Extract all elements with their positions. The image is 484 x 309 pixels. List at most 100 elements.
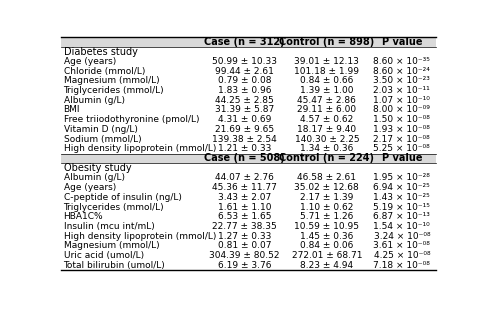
Bar bbox=[60, 115, 436, 125]
Bar bbox=[60, 144, 436, 154]
Text: Chloride (mmol/L): Chloride (mmol/L) bbox=[63, 66, 145, 76]
Text: 6.94 × 10⁻²⁵: 6.94 × 10⁻²⁵ bbox=[374, 183, 430, 192]
Text: Sodium (mmol/L): Sodium (mmol/L) bbox=[63, 134, 141, 144]
Text: Albumin (g/L): Albumin (g/L) bbox=[63, 173, 124, 182]
Text: 272.01 ± 68.71: 272.01 ± 68.71 bbox=[291, 251, 362, 260]
Text: 44.25 ± 2.85: 44.25 ± 2.85 bbox=[215, 96, 273, 105]
Text: 1.83 ± 0.96: 1.83 ± 0.96 bbox=[217, 86, 271, 95]
Bar bbox=[60, 251, 436, 260]
Text: 1.34 ± 0.36: 1.34 ± 0.36 bbox=[300, 144, 353, 153]
Text: 44.07 ± 2.76: 44.07 ± 2.76 bbox=[215, 173, 274, 182]
Text: 8.00 × 10⁻⁰⁹: 8.00 × 10⁻⁰⁹ bbox=[373, 105, 430, 114]
Bar bbox=[60, 125, 436, 134]
Text: Albumin (g/L): Albumin (g/L) bbox=[63, 96, 124, 105]
Text: 0.84 ± 0.06: 0.84 ± 0.06 bbox=[300, 241, 353, 250]
Text: 101.18 ± 1.99: 101.18 ± 1.99 bbox=[294, 66, 359, 76]
Bar bbox=[60, 66, 436, 76]
Text: Age (years): Age (years) bbox=[63, 57, 116, 66]
Text: 0.79 ± 0.08: 0.79 ± 0.08 bbox=[217, 76, 271, 85]
Text: 4.25 × 10⁻⁰⁸: 4.25 × 10⁻⁰⁸ bbox=[374, 251, 430, 260]
Bar bbox=[60, 76, 436, 86]
Text: 39.01 ± 12.13: 39.01 ± 12.13 bbox=[294, 57, 359, 66]
Bar bbox=[60, 212, 436, 222]
Text: 6.87 × 10⁻¹³: 6.87 × 10⁻¹³ bbox=[373, 212, 430, 221]
Text: 1.45 ± 0.36: 1.45 ± 0.36 bbox=[300, 232, 353, 241]
Text: Diabetes study: Diabetes study bbox=[63, 47, 137, 57]
Text: P value: P value bbox=[381, 37, 422, 47]
Text: Total bilirubin (umol/L): Total bilirubin (umol/L) bbox=[63, 261, 165, 270]
Bar bbox=[60, 183, 436, 193]
Bar bbox=[60, 193, 436, 202]
Text: Free triiodothyronine (pmol/L): Free triiodothyronine (pmol/L) bbox=[63, 115, 199, 124]
Text: Control (n = 224): Control (n = 224) bbox=[279, 154, 374, 163]
Bar bbox=[60, 163, 436, 173]
Text: Insulin (mcu int/mL): Insulin (mcu int/mL) bbox=[63, 222, 154, 231]
Text: 46.58 ± 2.61: 46.58 ± 2.61 bbox=[297, 173, 356, 182]
Text: 4.31 ± 0.69: 4.31 ± 0.69 bbox=[218, 115, 271, 124]
Text: Magnesium (mmol/L): Magnesium (mmol/L) bbox=[63, 241, 159, 250]
Text: 1.54 × 10⁻¹⁰: 1.54 × 10⁻¹⁰ bbox=[374, 222, 430, 231]
Text: 1.10 ± 0.62: 1.10 ± 0.62 bbox=[300, 202, 353, 212]
Text: 7.18 × 10⁻⁰⁸: 7.18 × 10⁻⁰⁸ bbox=[373, 261, 430, 270]
Text: 45.36 ± 11.77: 45.36 ± 11.77 bbox=[212, 183, 277, 192]
Text: 140.30 ± 2.25: 140.30 ± 2.25 bbox=[294, 134, 359, 144]
Bar bbox=[60, 241, 436, 251]
Text: 0.81 ± 0.07: 0.81 ± 0.07 bbox=[217, 241, 271, 250]
Bar bbox=[60, 105, 436, 115]
Text: 21.69 ± 9.65: 21.69 ± 9.65 bbox=[215, 125, 274, 134]
Text: High density lipoprotein (mmol/L): High density lipoprotein (mmol/L) bbox=[63, 144, 216, 153]
Text: 3.61 × 10⁻⁰⁸: 3.61 × 10⁻⁰⁸ bbox=[373, 241, 430, 250]
Text: 139.38 ± 2.54: 139.38 ± 2.54 bbox=[212, 134, 277, 144]
Text: 22.77 ± 38.35: 22.77 ± 38.35 bbox=[212, 222, 277, 231]
Text: 1.39 ± 1.00: 1.39 ± 1.00 bbox=[300, 86, 354, 95]
Text: 1.27 ± 0.33: 1.27 ± 0.33 bbox=[218, 232, 271, 241]
Text: 4.57 ± 0.62: 4.57 ± 0.62 bbox=[300, 115, 353, 124]
Text: 50.99 ± 10.33: 50.99 ± 10.33 bbox=[212, 57, 277, 66]
Text: 35.02 ± 12.68: 35.02 ± 12.68 bbox=[294, 183, 359, 192]
Text: 1.95 × 10⁻²⁸: 1.95 × 10⁻²⁸ bbox=[373, 173, 430, 182]
Text: 8.23 ± 4.94: 8.23 ± 4.94 bbox=[300, 261, 353, 270]
Text: HBA1C%: HBA1C% bbox=[63, 212, 103, 221]
Text: 10.59 ± 10.95: 10.59 ± 10.95 bbox=[294, 222, 359, 231]
Bar bbox=[60, 86, 436, 95]
Text: 2.03 × 10⁻¹¹: 2.03 × 10⁻¹¹ bbox=[374, 86, 430, 95]
Bar bbox=[60, 134, 436, 144]
Text: Triglycerides (mmol/L): Triglycerides (mmol/L) bbox=[63, 202, 164, 212]
Text: 3.50 × 10⁻²³: 3.50 × 10⁻²³ bbox=[373, 76, 430, 85]
Text: 1.61 ± 1.10: 1.61 ± 1.10 bbox=[217, 202, 271, 212]
Text: 1.43 × 10⁻²⁵: 1.43 × 10⁻²⁵ bbox=[374, 193, 430, 202]
Text: 2.17 × 10⁻⁰⁸: 2.17 × 10⁻⁰⁸ bbox=[374, 134, 430, 144]
Text: 2.17 ± 1.39: 2.17 ± 1.39 bbox=[300, 193, 353, 202]
Text: 29.11 ± 6.00: 29.11 ± 6.00 bbox=[297, 105, 356, 114]
Text: 5.19 × 10⁻¹⁵: 5.19 × 10⁻¹⁵ bbox=[373, 202, 430, 212]
Text: C-peptide of insulin (ng/L): C-peptide of insulin (ng/L) bbox=[63, 193, 182, 202]
Text: 3.24 × 10⁻⁰⁸: 3.24 × 10⁻⁰⁸ bbox=[374, 232, 430, 241]
Text: 1.07 × 10⁻¹⁰: 1.07 × 10⁻¹⁰ bbox=[373, 96, 430, 105]
Text: High density lipoprotein (mmol/L): High density lipoprotein (mmol/L) bbox=[63, 232, 216, 241]
Text: 6.53 ± 1.65: 6.53 ± 1.65 bbox=[217, 212, 271, 221]
Text: 3.43 ± 2.07: 3.43 ± 2.07 bbox=[218, 193, 271, 202]
Text: 6.19 ± 3.76: 6.19 ± 3.76 bbox=[217, 261, 271, 270]
Text: 1.93 × 10⁻⁰⁸: 1.93 × 10⁻⁰⁸ bbox=[373, 125, 430, 134]
Text: Uric acid (umol/L): Uric acid (umol/L) bbox=[63, 251, 144, 260]
Bar bbox=[60, 57, 436, 66]
Text: Magnesium (mmol/L): Magnesium (mmol/L) bbox=[63, 76, 159, 85]
Text: 5.71 ± 1.26: 5.71 ± 1.26 bbox=[300, 212, 353, 221]
Text: Age (years): Age (years) bbox=[63, 183, 116, 192]
Text: 99.44 ± 2.61: 99.44 ± 2.61 bbox=[215, 66, 274, 76]
Bar bbox=[60, 231, 436, 241]
Text: 8.60 × 10⁻³⁵: 8.60 × 10⁻³⁵ bbox=[373, 57, 430, 66]
Bar bbox=[60, 260, 436, 270]
Text: 31.39 ± 5.87: 31.39 ± 5.87 bbox=[215, 105, 274, 114]
Bar bbox=[60, 222, 436, 231]
Text: Triglycerides (mmol/L): Triglycerides (mmol/L) bbox=[63, 86, 164, 95]
Bar bbox=[60, 95, 436, 105]
Text: 0.84 ± 0.66: 0.84 ± 0.66 bbox=[300, 76, 353, 85]
Bar bbox=[60, 202, 436, 212]
Bar bbox=[60, 47, 436, 57]
Bar bbox=[60, 154, 436, 163]
Text: 8.60 × 10⁻²⁴: 8.60 × 10⁻²⁴ bbox=[373, 66, 430, 76]
Text: Vitamin D (ng/L): Vitamin D (ng/L) bbox=[63, 125, 137, 134]
Text: 1.21 ± 0.33: 1.21 ± 0.33 bbox=[218, 144, 271, 153]
Text: Case (n = 312): Case (n = 312) bbox=[204, 37, 285, 47]
